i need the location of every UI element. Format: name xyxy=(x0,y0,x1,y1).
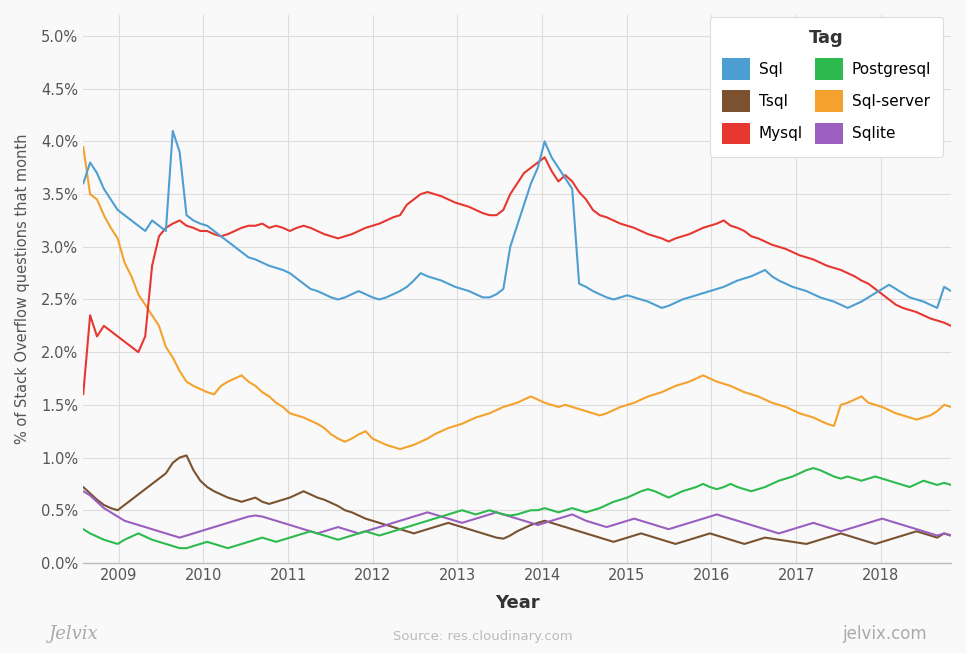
Tsql xyxy=(181,451,192,459)
Sql-server xyxy=(945,403,956,411)
Text: Jelvix: Jelvix xyxy=(48,625,98,643)
Sql xyxy=(945,287,956,295)
Sql-server xyxy=(119,259,130,266)
Sqlite xyxy=(119,517,130,524)
Sqlite xyxy=(601,523,612,531)
Tsql xyxy=(636,530,647,537)
Text: Source: res.cloudinary.com: Source: res.cloudinary.com xyxy=(393,630,573,643)
Tsql xyxy=(587,532,599,539)
Y-axis label: % of Stack Overflow questions that month: % of Stack Overflow questions that month xyxy=(15,134,30,444)
Sql-server xyxy=(890,409,901,417)
Sqlite xyxy=(814,521,826,529)
Sql-server xyxy=(601,409,612,417)
Mysql xyxy=(587,206,599,214)
Postgresql xyxy=(636,487,647,495)
Line: Sqlite: Sqlite xyxy=(83,491,951,537)
Sql xyxy=(636,296,647,304)
Sqlite xyxy=(636,517,647,524)
Legend: Sql, Tsql, Mysql, Postgresql, Sql-server, Sqlite: Sql, Tsql, Mysql, Postgresql, Sql-server… xyxy=(710,17,944,157)
Mysql xyxy=(601,214,612,221)
Text: jelvix.com: jelvix.com xyxy=(842,625,927,643)
Sqlite xyxy=(174,534,185,541)
Sql-server xyxy=(77,143,89,151)
Tsql xyxy=(669,540,681,548)
Postgresql xyxy=(945,481,956,489)
Mysql xyxy=(77,390,89,398)
Line: Mysql: Mysql xyxy=(83,157,951,394)
Postgresql xyxy=(808,464,819,472)
Sql xyxy=(656,304,668,312)
Postgresql xyxy=(587,506,599,514)
Sql-server xyxy=(814,417,826,424)
Sqlite xyxy=(890,519,901,527)
Sql xyxy=(119,212,130,219)
Sql xyxy=(77,180,89,187)
Sql xyxy=(821,296,833,304)
Sql xyxy=(167,127,179,135)
Mysql xyxy=(945,322,956,330)
Tsql xyxy=(945,532,956,539)
Postgresql xyxy=(77,525,89,533)
Sql xyxy=(587,287,599,295)
Sql-server xyxy=(394,445,406,453)
Sqlite xyxy=(587,519,599,527)
Mysql xyxy=(119,338,130,345)
Tsql xyxy=(601,536,612,544)
Postgresql xyxy=(821,470,833,477)
Postgresql xyxy=(601,501,612,509)
Tsql xyxy=(897,532,909,539)
Sql xyxy=(601,293,612,301)
Sqlite xyxy=(77,487,89,495)
Mysql xyxy=(814,259,826,266)
Sql-server xyxy=(636,396,647,404)
Tsql xyxy=(821,534,833,541)
Line: Sql-server: Sql-server xyxy=(83,147,951,449)
X-axis label: Year: Year xyxy=(495,594,539,612)
Mysql xyxy=(636,227,647,235)
Mysql xyxy=(539,153,551,161)
Mysql xyxy=(890,301,901,309)
Postgresql xyxy=(119,536,130,544)
Line: Sql: Sql xyxy=(83,131,951,308)
Sql xyxy=(897,289,909,297)
Line: Postgresql: Postgresql xyxy=(83,468,951,548)
Postgresql xyxy=(897,481,909,489)
Sql-server xyxy=(587,409,599,417)
Tsql xyxy=(119,501,130,509)
Line: Tsql: Tsql xyxy=(83,455,951,544)
Postgresql xyxy=(174,544,185,552)
Sqlite xyxy=(945,532,956,539)
Tsql xyxy=(77,483,89,491)
